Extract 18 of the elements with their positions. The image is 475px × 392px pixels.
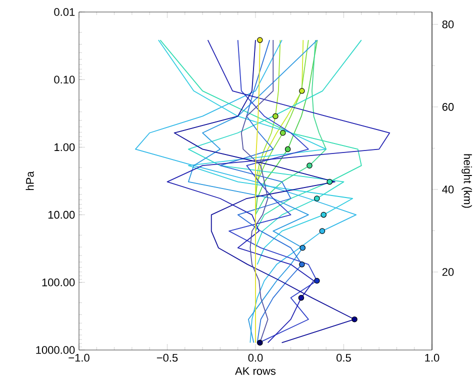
x-tick-label: 0.5: [336, 354, 351, 362]
x-tick-label: 0.0: [248, 354, 263, 362]
y2-tick-label: 40: [442, 186, 454, 194]
y2-axis-title: height (km): [462, 154, 472, 208]
x-tick-label: 1.0: [425, 354, 440, 362]
y-tick-label: 0.01: [54, 8, 75, 16]
y-tick-label: 100.00: [42, 278, 75, 286]
y-tick-label: 0.10: [54, 76, 75, 84]
x-axis-title: AK rows: [235, 367, 276, 375]
y-axis-title: hPa: [26, 171, 34, 190]
y2-tick-label: 60: [442, 103, 454, 111]
y2-tick-label: 20: [442, 268, 454, 276]
y-tick-label: 1000.00: [36, 346, 75, 354]
x-tick-label: −1.0: [68, 354, 90, 362]
y-tick-label: 1.00: [54, 143, 75, 152]
y2-tick-label: 80: [442, 20, 454, 28]
y-tick-label: 10.00: [48, 210, 75, 219]
x-tick-label: −0.5: [156, 354, 178, 362]
